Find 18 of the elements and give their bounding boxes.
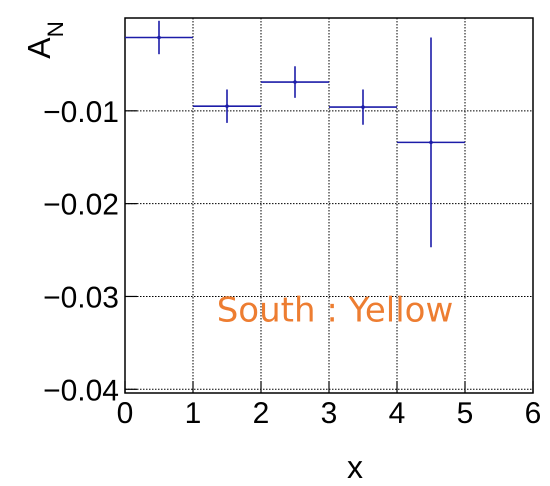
x-axis-title: x	[347, 449, 363, 485]
point	[225, 104, 229, 108]
x-tick-label: 2	[252, 397, 270, 430]
x-tick-label: 3	[320, 397, 338, 430]
annotation: South : Yellow	[216, 290, 454, 330]
point	[429, 140, 433, 144]
x-tick-label: 4	[388, 397, 406, 430]
point	[361, 105, 365, 109]
y-tick-label: −0.04	[43, 374, 119, 408]
y-tick-label: −0.01	[43, 96, 119, 129]
x-tick-label: 6	[524, 397, 542, 430]
point	[293, 80, 297, 84]
x-tick-label: 0	[116, 397, 134, 430]
point	[157, 36, 161, 40]
y-tick-label: −0.02	[43, 188, 119, 222]
x-tick-label: 1	[184, 397, 202, 430]
y-tick-label: −0.03	[43, 281, 119, 314]
x-tick-label: 5	[456, 397, 474, 430]
